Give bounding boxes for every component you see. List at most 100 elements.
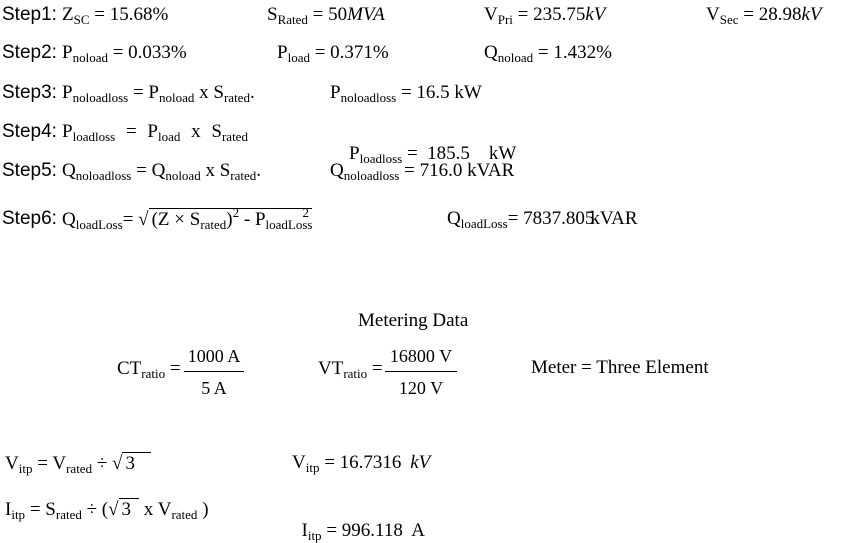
step4-result-subscript: loadloss bbox=[359, 151, 403, 166]
step6-result: QloadLoss= 7837.805kVAR bbox=[447, 208, 638, 230]
step5-label: Step5: bbox=[2, 160, 57, 181]
zsc-value: = 15.68% bbox=[94, 4, 169, 25]
iitp-srated-subscript: rated bbox=[55, 507, 82, 522]
vitp-formula: Vitp = Vrated ÷ √ 3 bbox=[5, 452, 151, 475]
vsec-subscript: Sec bbox=[719, 12, 739, 27]
iitp-result-symbol: I bbox=[301, 520, 308, 541]
srated-unit: MVA bbox=[347, 4, 385, 25]
step5-dot: . bbox=[256, 160, 262, 181]
step4-a-subscript: load bbox=[158, 129, 181, 144]
step5-result-symbol: Q bbox=[330, 160, 344, 181]
step3-result-value: = 16.5 kW bbox=[400, 82, 482, 103]
step4-label: Step4: bbox=[2, 121, 57, 142]
step6-power2: 2 bbox=[302, 205, 309, 220]
step4-row: Step4: Ploadloss = Pload x Srated Ploadl… bbox=[2, 121, 848, 165]
step4-equals: = bbox=[125, 121, 137, 142]
step6-radicand: (Z × Srated)2 - PloadLoss2 bbox=[148, 205, 313, 232]
meter-type: Meter = Three Element bbox=[531, 357, 709, 378]
step3-times: x bbox=[199, 82, 209, 103]
step1-label: Step1: bbox=[2, 4, 57, 25]
ct-denominator: 5 A bbox=[201, 378, 227, 398]
iitp-vrated-subscript: rated bbox=[171, 507, 198, 522]
step6-p-subscript: loadLoss bbox=[265, 217, 313, 232]
srated-value: = 50 bbox=[312, 4, 348, 25]
step4-result: Ploadloss = 185.5 kW bbox=[330, 121, 516, 187]
step5-result-value: = 716.0 kVAR bbox=[404, 160, 515, 181]
pnoload-symbol: P bbox=[62, 42, 73, 63]
vitp-subscript: itp bbox=[18, 461, 33, 476]
vsec-value: = 28.98 bbox=[743, 4, 802, 25]
step6-lhs-subscript: loadLoss bbox=[75, 217, 123, 232]
step5-result: Qnoloadloss = 716.0 kVAR bbox=[330, 160, 514, 182]
iitp-sqrt: √ 3 bbox=[108, 498, 140, 521]
step6-row: Step6: QloadLoss= √ (Z × Srated)2 - Pload… bbox=[2, 205, 848, 238]
pload-subscript: load bbox=[287, 50, 310, 65]
ct-equals: = bbox=[169, 358, 181, 379]
ct-numerator: 1000 A bbox=[184, 346, 244, 372]
step3-a-symbol: P bbox=[148, 82, 159, 103]
qnoload-subscript: noload bbox=[497, 50, 534, 65]
step6-power1: 2 bbox=[232, 205, 240, 220]
metering-title: Metering Data bbox=[358, 310, 469, 331]
vsec-symbol: V bbox=[706, 4, 720, 25]
step6-label: Step6: bbox=[2, 208, 57, 229]
qnoload-expression: Qnoload = 1.432% bbox=[484, 42, 612, 64]
iitp-times: x bbox=[143, 499, 154, 520]
vpri-expression: VPri = 235.75kV bbox=[484, 4, 605, 26]
vitp-vrated-subscript: rated bbox=[66, 461, 93, 476]
vt-symbol: VT bbox=[318, 358, 344, 379]
step3-lhs-symbol: P bbox=[62, 82, 73, 103]
step4-lhs-symbol: P bbox=[62, 121, 73, 142]
vt-equals: = bbox=[371, 358, 383, 379]
step6-equals: = bbox=[122, 209, 134, 230]
step6-result-unit: kVAR bbox=[590, 208, 638, 229]
vitp-result-symbol: V bbox=[292, 452, 306, 473]
vpri-value: = 235.75 bbox=[517, 4, 586, 25]
step3-equals: = bbox=[132, 82, 144, 103]
vitp-root-value: 3 bbox=[122, 452, 151, 475]
step6-radicand-open: (Z × S bbox=[151, 209, 201, 230]
step5-equals: = bbox=[136, 160, 147, 181]
iitp-subscript: itp bbox=[11, 507, 26, 522]
zsc-subscript: SC bbox=[73, 12, 90, 27]
step4-result-symbol: P bbox=[349, 143, 360, 164]
iitp-formula: Iitp = Srated ÷ (√ 3 x Vrated ) bbox=[5, 498, 209, 521]
step3-dot: . bbox=[249, 82, 255, 103]
step5-lhs-subscript: noloadloss bbox=[75, 168, 132, 183]
step3-lhs-subscript: noloadloss bbox=[72, 90, 129, 105]
iitp-result-value: = 996.118 A bbox=[326, 520, 425, 541]
step3-result-symbol: P bbox=[330, 82, 341, 103]
ct-symbol: CT bbox=[117, 358, 142, 379]
step5-formula: Qnoloadloss = Qnoload x Srated. bbox=[62, 160, 261, 182]
vitp-divide: ÷ bbox=[96, 453, 108, 474]
step3-result: Pnoloadloss = 16.5 kW bbox=[330, 82, 482, 104]
vitp-equals: = bbox=[37, 453, 48, 474]
step4-times: x bbox=[191, 121, 201, 142]
iitp-srated-symbol: S bbox=[45, 499, 56, 520]
step6-radicand-subscript: rated bbox=[200, 217, 227, 232]
vitp-result-subscript: itp bbox=[305, 460, 320, 475]
vpri-unit: kV bbox=[585, 4, 606, 25]
vt-denominator: 120 V bbox=[398, 378, 444, 398]
vt-subscript: ratio bbox=[343, 366, 368, 381]
vpri-subscript: Pri bbox=[497, 12, 513, 27]
step5-row: Step5: Qnoloadloss = Qnoload x Srated. Q… bbox=[2, 160, 848, 184]
vitp-symbol: V bbox=[5, 453, 19, 474]
iitp-result-subscript: itp bbox=[307, 528, 322, 543]
step4-a-symbol: P bbox=[147, 121, 158, 142]
step3-a-subscript: noload bbox=[159, 90, 195, 105]
step4-result-value: = 185.5 kW bbox=[406, 143, 517, 164]
srated-symbol: S bbox=[267, 4, 278, 25]
step6-result-symbol: Q bbox=[447, 208, 461, 229]
step3-b-subscript: rated bbox=[223, 90, 250, 105]
step1-row: Step1: ZSC = 15.68% SRated = 50MVA VPri … bbox=[2, 4, 848, 28]
step4-lhs-subscript: loadloss bbox=[72, 129, 116, 144]
iitp-symbol: I bbox=[5, 499, 12, 520]
step6-formula: QloadLoss= √ (Z × Srated)2 - PloadLoss2 bbox=[62, 205, 313, 232]
vitp-result: Vitp = 16.7316 kV bbox=[292, 452, 430, 474]
sqrt-icon: √ bbox=[112, 453, 123, 474]
srated-expression: SRated = 50MVA bbox=[267, 4, 385, 26]
step6-sqrt: √ (Z × Srated)2 - PloadLoss2 bbox=[138, 205, 313, 232]
zsc-symbol: Z bbox=[62, 4, 74, 25]
step6-lhs-symbol: Q bbox=[62, 209, 76, 230]
